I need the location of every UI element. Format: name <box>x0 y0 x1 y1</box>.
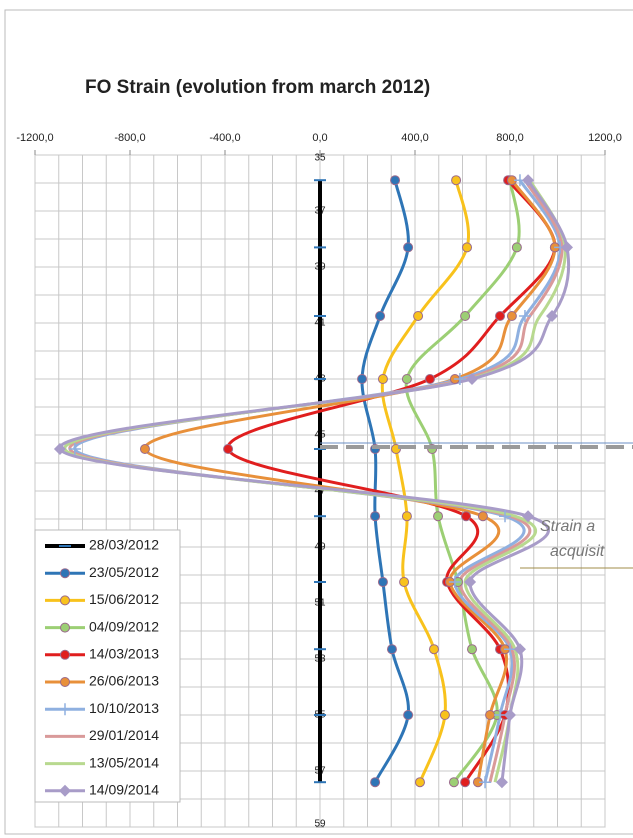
marker <box>464 576 477 588</box>
legend: 28/03/2012 23/05/2012 15/06/2012 04/09/2012… <box>34 529 181 803</box>
marker <box>485 710 496 720</box>
legend-marker <box>60 568 70 579</box>
legend-box <box>34 529 181 803</box>
x-tick-label: 800,0 <box>496 132 524 144</box>
marker <box>414 777 425 788</box>
series-line <box>226 179 557 783</box>
x-tick-label: -800,0 <box>114 132 145 144</box>
marker <box>377 374 388 384</box>
chart-title: FO Strain (evolution from march 2012) <box>85 77 430 98</box>
marker <box>466 373 478 385</box>
x-tick-label: -1200,0 <box>16 132 53 144</box>
annotation-text: acquisit <box>550 543 605 560</box>
marker <box>467 644 477 655</box>
legend-marker <box>59 703 71 716</box>
marker <box>223 444 234 454</box>
marker <box>561 241 573 254</box>
marker <box>448 777 459 788</box>
marker <box>377 577 388 587</box>
legend-label: 04/09/2012 <box>89 618 159 634</box>
marker <box>499 510 512 523</box>
annotation-text: Strain a <box>540 518 595 535</box>
x-tick-label: -400,0 <box>209 132 240 144</box>
legend-label: 26/06/2013 <box>89 673 159 689</box>
marker <box>401 374 412 384</box>
legend-label: 10/10/2013 <box>89 700 159 716</box>
legend-label: 28/03/2012 <box>89 537 159 553</box>
marker <box>399 577 410 587</box>
legend-label: 13/05/2014 <box>89 754 159 770</box>
marker <box>479 776 492 789</box>
marker <box>53 443 66 455</box>
marker <box>403 242 414 253</box>
marker <box>495 776 508 789</box>
marker <box>448 576 461 588</box>
marker <box>460 311 471 321</box>
y-tick-label: 35 <box>314 153 326 164</box>
marker <box>68 443 81 455</box>
marker <box>139 444 150 454</box>
legend-label: 14/09/2014 <box>89 782 159 798</box>
marker <box>386 644 397 655</box>
marker <box>511 242 522 253</box>
marker <box>522 174 535 187</box>
x-tick-label: 1200,0 <box>588 132 622 144</box>
marker <box>357 374 368 384</box>
marker <box>504 709 516 721</box>
marker <box>453 373 466 385</box>
marker <box>401 511 412 522</box>
marker <box>390 175 401 186</box>
series-line <box>360 179 410 783</box>
legend-label: 14/03/2013 <box>89 646 159 662</box>
marker <box>477 511 488 522</box>
marker <box>522 510 535 523</box>
legend-label: 23/05/2012 <box>89 564 159 580</box>
marker <box>506 311 517 321</box>
legend-marker <box>59 784 71 797</box>
x-tick-label: 400,0 <box>401 132 429 144</box>
marker <box>439 710 450 720</box>
legend-label: 15/06/2012 <box>89 591 159 607</box>
marker <box>546 310 559 322</box>
legend-marker <box>60 649 70 660</box>
marker <box>451 175 462 186</box>
marker <box>518 310 531 322</box>
marker <box>403 710 414 720</box>
marker <box>413 311 424 321</box>
marker <box>460 777 471 788</box>
series-line <box>404 179 521 784</box>
marker <box>429 644 439 655</box>
y-tick-label: 59 <box>314 819 326 830</box>
x-tick-label: 0,0 <box>312 132 327 144</box>
marker <box>495 311 506 321</box>
legend-label: 29/01/2014 <box>89 727 159 743</box>
marker <box>370 777 381 788</box>
marker <box>461 511 472 522</box>
marker <box>513 643 526 656</box>
marker <box>462 242 473 253</box>
marker <box>375 311 386 321</box>
legend-marker <box>60 677 70 687</box>
marker <box>370 511 381 522</box>
legend-marker <box>60 622 70 633</box>
marker <box>424 374 435 384</box>
series-line <box>380 179 470 783</box>
legend-marker <box>60 595 70 606</box>
marker <box>433 511 444 522</box>
